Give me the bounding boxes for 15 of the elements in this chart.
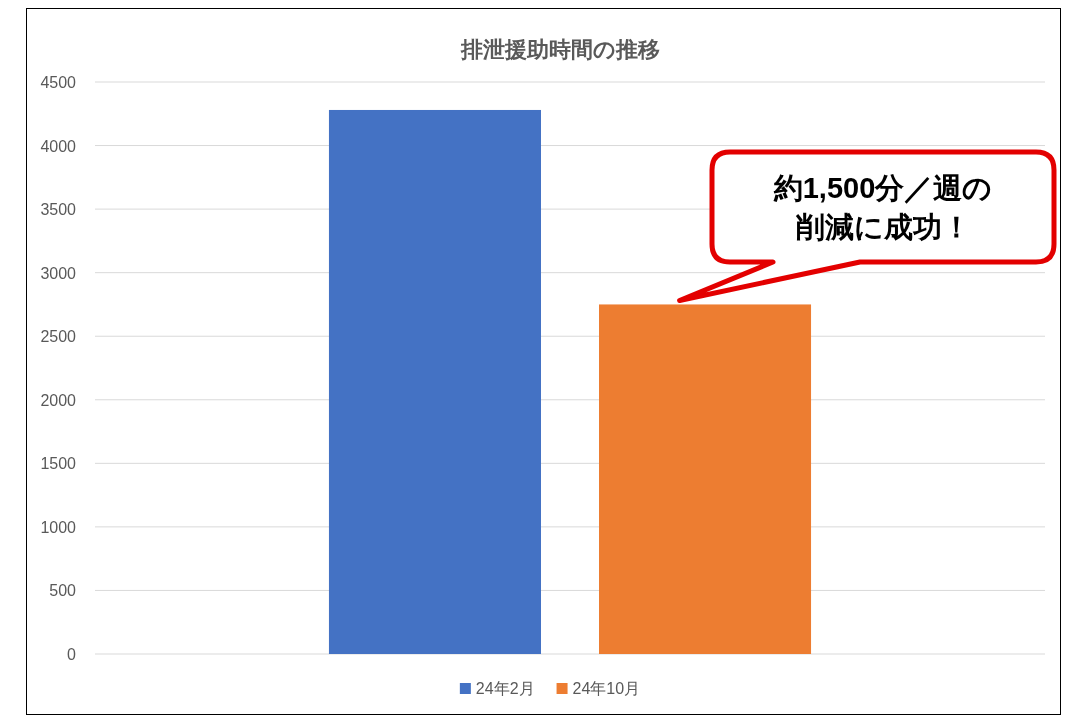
annotation: 削減に成功！ (794, 210, 971, 243)
y-tick-label: 2000 (40, 391, 77, 409)
y-tick-label: 500 (49, 582, 77, 600)
y-tick-label: 3000 (40, 264, 77, 282)
annotation: 約1,500分／週の (772, 171, 993, 204)
legend-label: 24年2月 (475, 680, 535, 697)
legend-label: 24年10月 (572, 680, 641, 697)
y-tick-label: 4000 (40, 137, 77, 155)
y-tick-label: 3500 (40, 201, 77, 219)
y-tick-label: 1500 (40, 455, 77, 473)
y-tick-label: 2500 (40, 328, 77, 346)
y-tick-label: 4500 (40, 74, 77, 91)
y-tick-label: 0 (67, 646, 77, 663)
chart-title: 排泄援助時間の推移 (459, 37, 660, 62)
y-tick-label: 1000 (40, 518, 77, 536)
